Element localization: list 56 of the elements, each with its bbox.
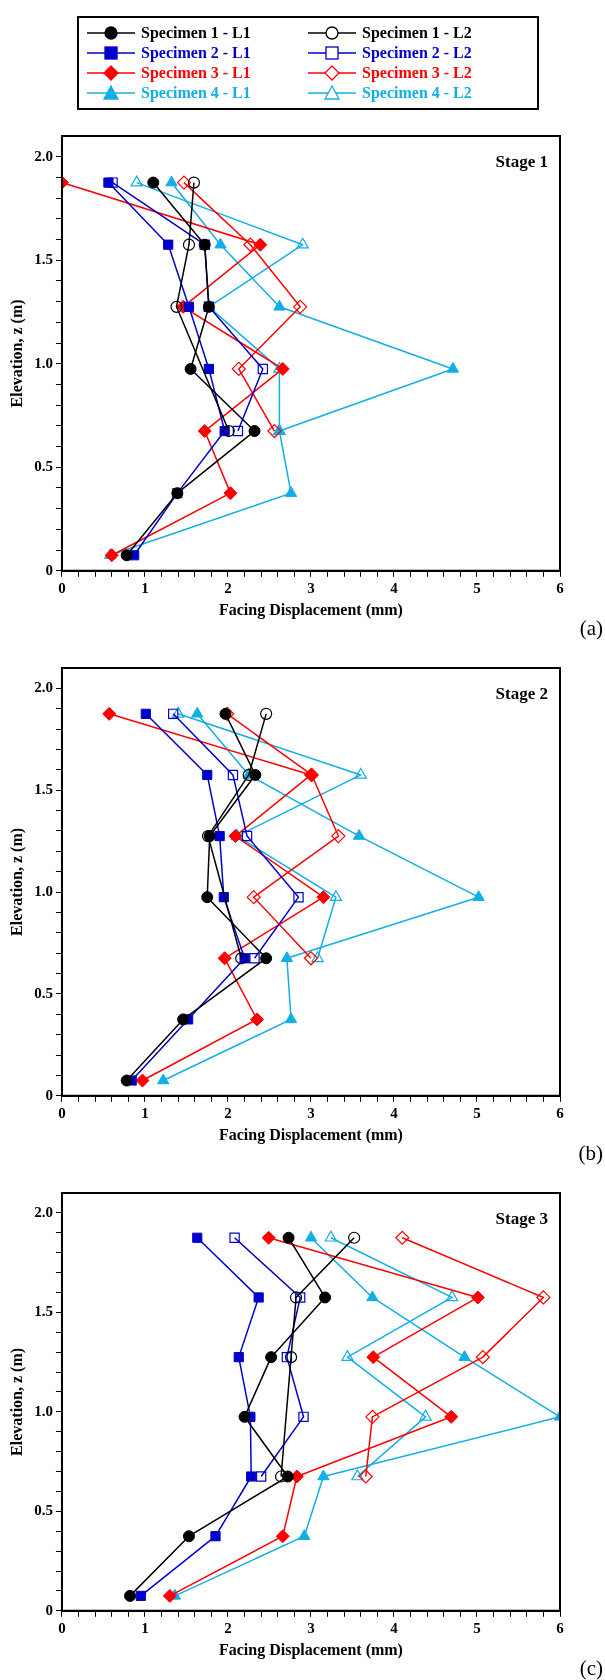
x-tick-label: 2: [224, 579, 232, 596]
legend-label: Specimen 1 - L1: [141, 24, 251, 42]
y-tick-label: 1.5: [34, 781, 53, 798]
legend-label: Specimen 2 - L2: [362, 44, 472, 62]
text: (c): [579, 1656, 603, 1680]
x-tick-label: 0: [58, 1619, 66, 1636]
y-tick-label: 2.0: [34, 1203, 53, 1220]
text: Stage 2: [495, 683, 548, 703]
x-tick-label: 4: [390, 1104, 399, 1121]
x-tick-label: 0: [58, 579, 66, 596]
y-axis-title: Elevation, z (m): [7, 827, 26, 936]
text: (a): [579, 616, 603, 641]
x-tick-label: 1: [141, 1104, 149, 1121]
legend-label: Specimen 3 - L2: [362, 64, 472, 82]
x-axis-title: Facing Displacement (mm): [218, 1640, 403, 1659]
legend-label: Specimen 2 - L1: [141, 44, 251, 62]
y-tick-label: 0.5: [34, 1502, 53, 1519]
x-tick-label: 4: [390, 579, 399, 596]
y-tick-label: 0: [45, 1601, 53, 1618]
y-axis-title: Elevation, z (m): [7, 299, 26, 408]
y-tick-label: 1.0: [34, 882, 53, 899]
x-tick-label: 1: [141, 1619, 149, 1636]
y-tick-label: 1.0: [34, 354, 53, 371]
x-tick-label: 5: [473, 1619, 481, 1636]
x-tick-label: 1: [141, 579, 149, 596]
y-tick-label: 0.5: [34, 984, 53, 1001]
y-axis-title: Elevation, z (m): [7, 1347, 26, 1456]
x-tick-label: 4: [390, 1619, 399, 1636]
y-tick-label: 1.0: [34, 1402, 53, 1419]
y-tick-label: 2.0: [34, 147, 53, 164]
x-tick-label: 3: [307, 579, 315, 596]
y-tick-label: 0: [45, 1086, 53, 1103]
x-tick-label: 2: [224, 1104, 232, 1121]
x-tick-label: 3: [307, 1619, 315, 1636]
text: Stage 1: [495, 151, 548, 171]
y-tick-label: 1.5: [34, 251, 53, 268]
x-tick-label: 3: [307, 1104, 315, 1121]
legend-label: Specimen 4 - L1: [141, 84, 251, 102]
y-tick-label: 2.0: [34, 679, 53, 696]
x-tick-label: 6: [556, 579, 565, 596]
x-tick-label: 2: [224, 1619, 232, 1636]
x-tick-label: 6: [556, 1104, 565, 1121]
legend-label: Specimen 4 - L2: [362, 84, 472, 102]
y-tick-label: 0.5: [34, 458, 53, 475]
text: (b): [578, 1141, 603, 1166]
legend-label: Specimen 1 - L2: [362, 24, 472, 42]
x-axis-title: Facing Displacement (mm): [218, 1125, 403, 1144]
x-tick-label: 6: [556, 1619, 565, 1636]
x-tick-label: 5: [473, 579, 481, 596]
y-tick-label: 1.5: [34, 1303, 53, 1320]
y-tick-label: 0: [45, 561, 53, 578]
x-tick-label: 0: [58, 1104, 66, 1121]
legend-label: Specimen 3 - L1: [141, 64, 251, 82]
x-axis-title: Facing Displacement (mm): [218, 600, 403, 619]
x-tick-label: 5: [473, 1104, 481, 1121]
text: Stage 3: [495, 1208, 548, 1228]
